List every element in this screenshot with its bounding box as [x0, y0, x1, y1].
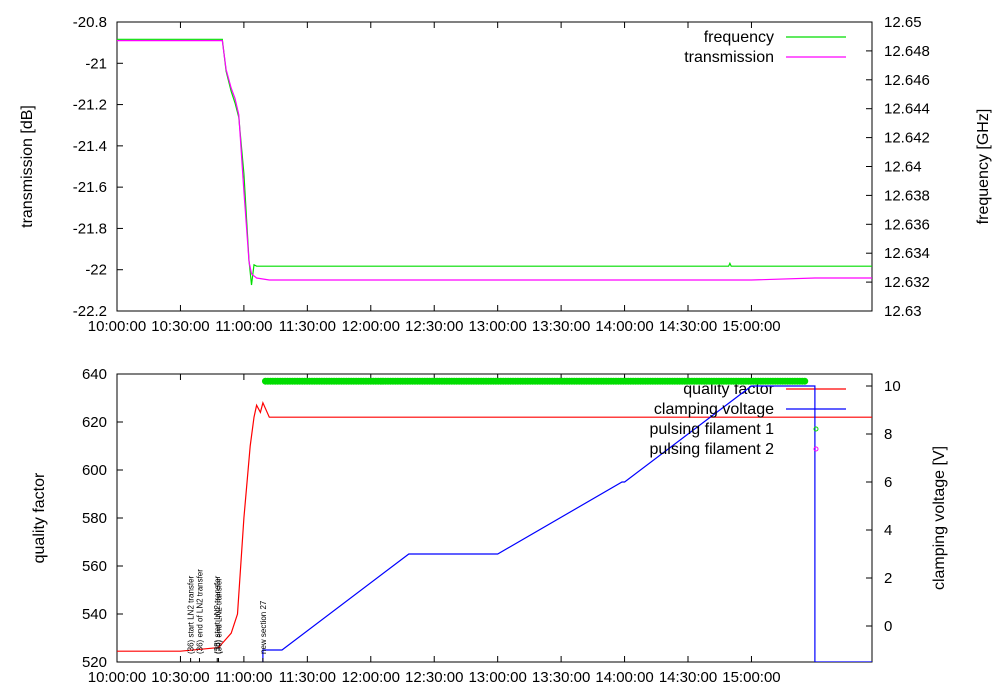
y-tick-label: 600 — [82, 462, 107, 479]
x-tick-label: 11:00:00 — [215, 669, 272, 686]
x-tick-label: 14:00:00 — [595, 318, 653, 335]
top-panel: 10:00:00 10:30:00 11:00:00 11:30:00 12:00:00… — [19, 14, 992, 335]
y-tick-label: 520 — [82, 654, 107, 671]
y-tick-label: 540 — [82, 606, 107, 623]
y2-tick-label: 6 — [884, 474, 892, 491]
series-line-0 — [117, 38, 872, 286]
x-tick-label: 13:00:00 — [468, 669, 526, 686]
x-tick-label: 12:00:00 — [342, 669, 400, 686]
y-axis-label: transmission [dB] — [19, 105, 36, 228]
series-line-1 — [117, 39, 872, 281]
y2-tick-label: 12.642 — [884, 130, 930, 147]
legend-marker — [813, 426, 819, 432]
y2-axis-label: clamping voltage [V] — [931, 446, 948, 590]
x-tick-label: 10:00:00 — [88, 669, 146, 686]
y-tick-label: -21.2 — [73, 97, 107, 114]
x-tick-label: 14:30:00 — [659, 318, 717, 335]
data-point — [801, 377, 809, 385]
legend-label: clamping voltage — [654, 401, 774, 418]
y2-tick-label: 2 — [884, 570, 892, 587]
x-tick-label: 10:30:00 — [151, 669, 209, 686]
y2-tick-label: 12.63 — [884, 303, 922, 320]
y2-tick-label: 12.648 — [884, 43, 930, 60]
y-tick-label: -21.8 — [73, 220, 107, 237]
y2-axis-label: frequency [GHz] — [975, 109, 992, 225]
legend-label: frequency — [704, 29, 774, 46]
x-tick-label: 14:00:00 — [595, 669, 653, 686]
annotation-label: (39) end LN2 transfer — [215, 578, 224, 654]
y2-tick-label: 10 — [884, 378, 901, 395]
x-tick-label: 14:30:00 — [659, 669, 717, 686]
annotation-label: (36) end of LN2 transfer — [195, 569, 204, 654]
y2-tick-label: 12.638 — [884, 187, 930, 204]
annotation-label: new section 27 — [259, 600, 268, 654]
y-tick-label: -21.6 — [73, 179, 107, 196]
legend-label: pulsing filament 1 — [649, 421, 774, 438]
y2-tick-label: 12.632 — [884, 274, 930, 291]
series-line-0 — [117, 400, 872, 652]
x-tick-label: 13:30:00 — [532, 669, 590, 686]
annotation-label: (36) start LN2 transfer — [187, 575, 196, 654]
y-tick-label: -22 — [85, 262, 107, 279]
y2-tick-label: 12.646 — [884, 72, 930, 89]
x-tick-label: 10:00:00 — [88, 318, 146, 335]
x-tick-label: 13:30:00 — [532, 318, 590, 335]
y2-tick-label: 12.634 — [884, 245, 930, 262]
y2-tick-label: 12.644 — [884, 101, 930, 118]
y-tick-label: -21.4 — [73, 138, 107, 155]
y2-tick-label: 0 — [884, 618, 892, 635]
annotation-label: (38) start LN2 transfer — [213, 575, 222, 654]
y-tick-label: -22.2 — [73, 303, 107, 320]
x-tick-label: 13:00:00 — [468, 318, 526, 335]
x-tick-label: 15:00:00 — [722, 318, 780, 335]
bottom-panel: 10:00:00 10:30:00 11:00:00 11:30:00 12:00:00… — [31, 366, 948, 686]
legend-label: pulsing filament 2 — [649, 441, 774, 458]
y2-tick-label: 12.64 — [884, 159, 922, 176]
y-tick-label: 580 — [82, 510, 107, 527]
y2-tick-label: 8 — [884, 426, 892, 443]
x-tick-label: 12:00:00 — [342, 318, 400, 335]
y-tick-label: -21 — [85, 55, 107, 72]
legend-label: quality factor — [683, 381, 774, 398]
legend-label: transmission — [684, 49, 774, 66]
x-tick-label: 10:30:00 — [151, 318, 209, 335]
x-tick-label: 11:00:00 — [215, 318, 272, 335]
y-tick-label: 640 — [82, 366, 107, 383]
x-tick-label: 12:30:00 — [405, 669, 463, 686]
series-line-1 — [262, 385, 872, 662]
y-tick-label: -20.8 — [73, 14, 107, 31]
y-tick-label: 620 — [82, 414, 107, 431]
legend-marker — [813, 446, 819, 452]
series-points-2 — [261, 377, 809, 385]
x-tick-label: 15:00:00 — [722, 669, 780, 686]
y-tick-label: 560 — [82, 558, 107, 575]
y2-tick-label: 12.65 — [884, 14, 922, 31]
x-tick-label: 11:30:00 — [279, 318, 336, 335]
y-axis-label: quality factor — [31, 472, 48, 563]
y2-tick-label: 4 — [884, 522, 892, 539]
y2-tick-label: 12.636 — [884, 216, 930, 233]
x-tick-label: 12:30:00 — [405, 318, 463, 335]
x-tick-label: 11:30:00 — [279, 669, 336, 686]
